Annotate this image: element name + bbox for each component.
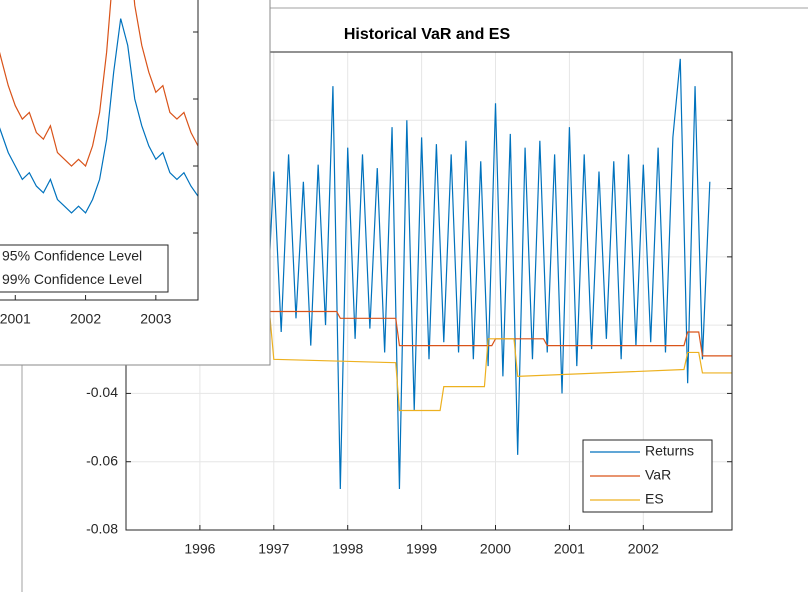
x-tick-label: 2002 — [628, 541, 659, 557]
axes-box — [0, 0, 199, 301]
legend-label: Returns — [645, 443, 694, 459]
y-tick-label: -0.08 — [86, 521, 118, 537]
legend-box — [0, 244, 169, 293]
x-tick-label: 1998 — [332, 541, 363, 557]
x-tick-label: 2002 — [70, 311, 101, 327]
x-tick-label: 1997 — [258, 541, 289, 557]
x-tick-label: 2001 — [0, 311, 31, 327]
x-tick-label: 2000 — [480, 541, 511, 557]
legend-label: VaR — [645, 467, 671, 483]
y-tick-label: -0.04 — [86, 384, 118, 400]
figure-window — [0, 0, 271, 366]
x-tick-label: 1999 — [406, 541, 437, 557]
series-line — [126, 304, 732, 357]
series-line — [0, 18, 198, 214]
x-tick-label: 1996 — [184, 541, 215, 557]
legend-label: 99% Confidence Level — [2, 271, 142, 287]
legend-label: ES — [645, 491, 664, 507]
x-tick-label: 2003 — [140, 311, 171, 327]
chart-title: Historical VaR and ES — [344, 26, 511, 43]
front-figure: 0.010.020.030.0420012002200395% Confiden… — [0, 0, 271, 366]
series-line — [126, 317, 732, 412]
legend-label: 95% Confidence Level — [2, 247, 142, 263]
y-tick-label: -0.06 — [86, 452, 118, 468]
series-line — [0, 0, 198, 168]
x-tick-label: 2001 — [554, 541, 585, 557]
